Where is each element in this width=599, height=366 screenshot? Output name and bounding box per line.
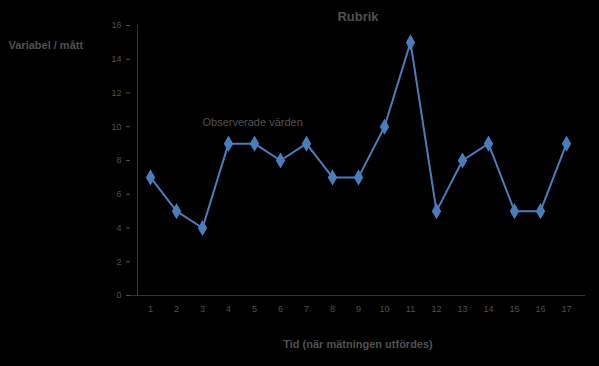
svg-text:7: 7 [304,304,309,314]
svg-text:1: 1 [148,304,153,314]
svg-text:Rubrik: Rubrik [337,9,379,24]
svg-text:15: 15 [509,304,519,314]
svg-text:6: 6 [278,304,283,314]
svg-text:16: 16 [535,304,545,314]
svg-text:Variabel / mått: Variabel / mått [9,39,84,51]
svg-text:13: 13 [457,304,467,314]
svg-text:5: 5 [252,304,257,314]
svg-text:3: 3 [200,304,205,314]
svg-text:12: 12 [431,304,441,314]
svg-text:2: 2 [116,257,121,267]
svg-text:Observerade värden: Observerade värden [203,116,303,128]
svg-text:Tid (när mätningen utfördes): Tid (när mätningen utfördes) [283,338,433,350]
svg-text:17: 17 [561,304,571,314]
svg-text:4: 4 [226,304,231,314]
svg-text:4: 4 [116,223,121,233]
svg-text:8: 8 [116,155,121,165]
svg-text:10: 10 [111,122,121,132]
svg-text:9: 9 [356,304,361,314]
svg-text:0: 0 [116,290,121,300]
svg-text:8: 8 [330,304,335,314]
svg-text:12: 12 [111,88,121,98]
svg-text:2: 2 [174,304,179,314]
svg-text:6: 6 [116,189,121,199]
svg-text:14: 14 [483,304,493,314]
svg-text:11: 11 [406,304,415,314]
svg-text:16: 16 [111,20,121,30]
svg-text:10: 10 [379,304,389,314]
svg-text:14: 14 [111,54,121,64]
